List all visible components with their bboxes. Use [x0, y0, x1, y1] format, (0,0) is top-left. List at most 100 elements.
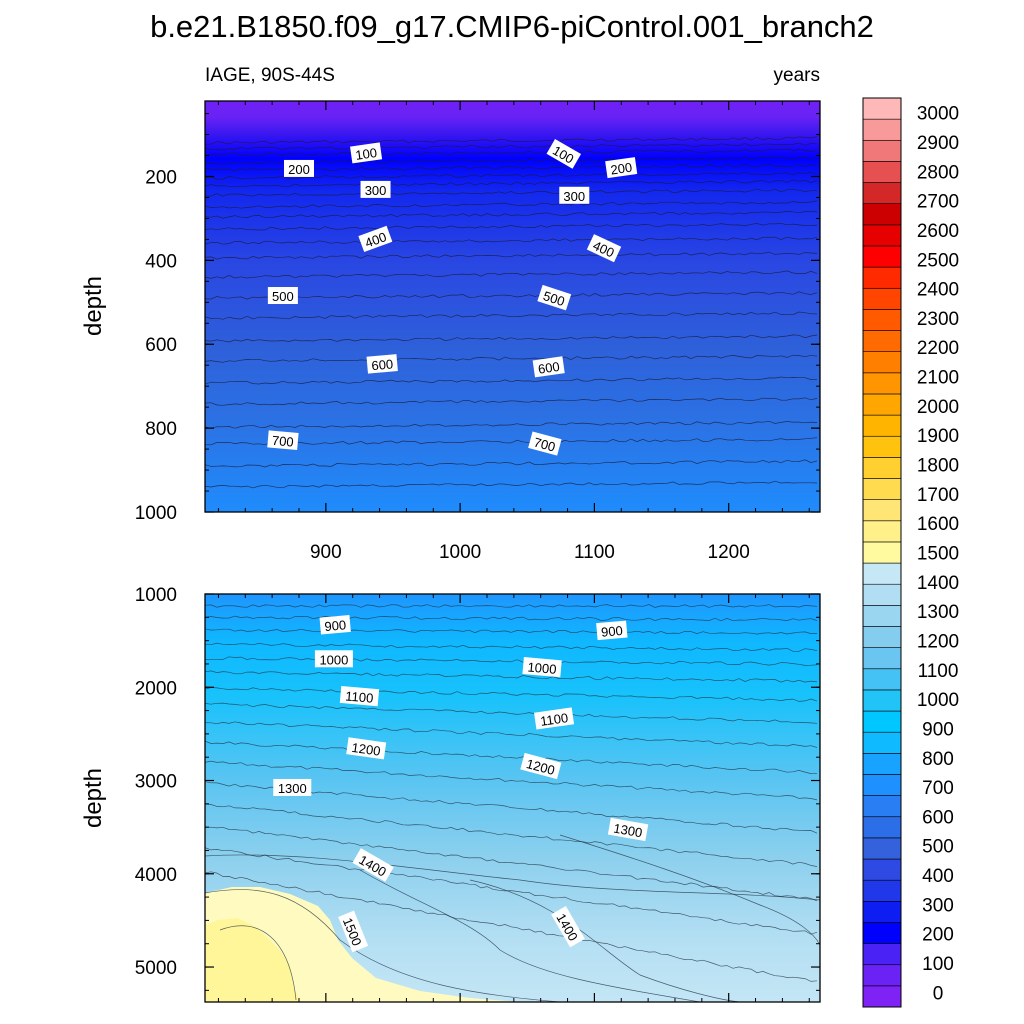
x-tick-label: 1200 [708, 542, 750, 563]
lower-contour-line [205, 871, 818, 982]
x-tick-label: 900 [310, 542, 342, 563]
upper-contour-line [205, 148, 818, 157]
upper-contour-line [205, 222, 818, 231]
upper-contour-line [205, 236, 818, 245]
colorbar: 0 100 200 300 400 500 600 700 800 900 1000 1100 1200… [862, 97, 959, 1008]
lower-contour-label: 1200 [520, 752, 562, 780]
upper-contour-label: 400 [358, 225, 393, 253]
upper-contour-label: 700 [267, 430, 299, 450]
colorbar-box [862, 562, 902, 585]
colorbar-label: 400 [922, 866, 954, 887]
colorbar-box [862, 245, 902, 268]
upper-contour-label: 600 [366, 354, 398, 374]
colorbar-label: 1500 [917, 544, 959, 565]
lower-contour-label: 1300 [273, 778, 312, 796]
colorbar-box [862, 309, 902, 331]
lower-panel-frame [204, 593, 821, 1003]
lower-contour-line [205, 670, 818, 683]
svg-text:1100: 1100 [539, 710, 569, 729]
colorbar-box [862, 161, 902, 183]
colorbar-label: 2400 [917, 280, 959, 301]
colorbar-box [862, 731, 902, 754]
colorbar-label: 1300 [917, 602, 959, 623]
lower-contour-label: 900 [319, 614, 351, 635]
colorbar-box [862, 266, 902, 289]
upper-contour-label: 700 [528, 431, 562, 456]
upper-contour-label: 100 [350, 142, 383, 164]
lower-1600-fill [205, 918, 300, 1002]
upper-contour-line [205, 459, 818, 468]
lower-contour-line [205, 826, 818, 902]
lower-contour-line [205, 721, 818, 748]
lower-ytick-label: 4000 [135, 865, 177, 886]
colorbar-box [862, 626, 902, 648]
colorbar-label: 2600 [917, 221, 959, 242]
colorbar-box [862, 97, 902, 120]
svg-text:300: 300 [563, 189, 585, 204]
colorbar-box [862, 964, 902, 987]
upper-contour-line [205, 334, 818, 343]
chart-title: b.e21.B1850.f09_g17.CMIP6-piControl.001_… [150, 9, 874, 44]
upper-ytick-label: 400 [145, 251, 177, 272]
colorbar-box [862, 182, 902, 204]
svg-text:700: 700 [271, 433, 294, 450]
colorbar-box [862, 351, 902, 374]
upper-y-axis-label: depth [80, 276, 107, 336]
colorbar-box [862, 795, 902, 818]
colorbar-box [862, 583, 902, 606]
colorbar-box [862, 710, 902, 733]
colorbar-label: 1900 [917, 426, 959, 447]
colorbar-box [862, 753, 902, 775]
x-tick-label: 1000 [439, 542, 481, 563]
lower-contour-line [359, 869, 701, 1002]
colorbar-label: 700 [922, 778, 954, 799]
svg-text:1200: 1200 [525, 756, 557, 778]
colorbar-box [862, 118, 902, 141]
colorbar-label: 1600 [917, 514, 959, 535]
lower-contour-line [205, 628, 818, 635]
colorbar-box [862, 520, 902, 543]
upper-contour-line [205, 142, 818, 151]
upper-contour-line [205, 480, 818, 489]
lower-contour-line [205, 687, 818, 702]
x-tick-label: 1100 [574, 542, 615, 563]
lower-contour-label: 1200 [346, 737, 387, 760]
colorbar-box [862, 499, 902, 522]
colorbar-label: 500 [922, 837, 954, 858]
upper-contour-line [205, 188, 817, 197]
colorbar-box [862, 879, 902, 902]
colorbar-box [862, 224, 902, 247]
lower-contour-line [205, 656, 818, 666]
svg-text:200: 200 [288, 162, 310, 177]
upper-contour-line [205, 354, 818, 363]
upper-contour-line [205, 397, 818, 406]
lower-contour-line [559, 834, 820, 946]
colorbar-box [862, 689, 902, 712]
colorbar-box [862, 668, 902, 691]
upper-contour-label: 500 [267, 287, 298, 305]
colorbar-box [862, 203, 902, 226]
upper-contour-label: 300 [360, 180, 391, 198]
colorbar-box [862, 330, 902, 352]
svg-text:600: 600 [537, 359, 561, 377]
colorbar-box [862, 647, 902, 670]
colorbar-label: 1400 [917, 573, 959, 594]
x-tick-labels: 900 1000 1100 1200 [310, 542, 750, 563]
colorbar-label: 2900 [917, 133, 959, 154]
colorbar-box [862, 541, 902, 564]
svg-text:700: 700 [532, 434, 557, 454]
svg-text:1200: 1200 [351, 740, 382, 759]
colorbar-label: 1800 [917, 456, 959, 477]
lower-contour-label: 1000 [314, 650, 353, 668]
upper-ytick-label: 600 [145, 335, 177, 356]
svg-text:1000: 1000 [527, 659, 557, 676]
colorbar-label: 800 [922, 749, 954, 770]
colorbar-label: 1200 [917, 631, 959, 652]
upper-contour-line [205, 376, 818, 385]
upper-ytick-label: 1000 [135, 503, 177, 524]
colorbar-box [862, 774, 902, 796]
lower-contour-line [205, 803, 818, 867]
colorbar-box [862, 457, 902, 479]
svg-text:1300: 1300 [612, 821, 643, 841]
